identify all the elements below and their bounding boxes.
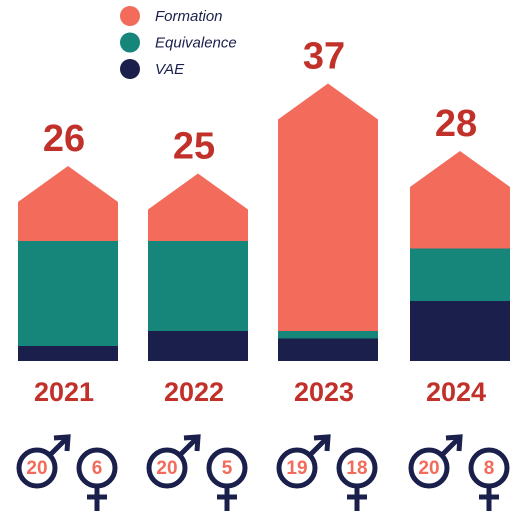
male-arrow-head	[313, 434, 331, 452]
male-circle	[146, 447, 188, 489]
bar-segment	[148, 331, 248, 361]
total-label: 37	[303, 36, 345, 78]
total-label: 26	[43, 118, 85, 160]
x-tick-label: 2021	[34, 377, 94, 407]
total-label: 25	[173, 126, 215, 168]
female-circle	[206, 447, 248, 489]
male-circle	[408, 447, 450, 489]
bar-segment	[410, 248, 510, 301]
women-count: 6	[92, 458, 103, 479]
legend-swatch	[120, 59, 140, 79]
men-count: 19	[286, 458, 307, 479]
bar-segment	[278, 338, 378, 361]
male-arrow	[439, 435, 462, 458]
legend-swatch	[120, 32, 140, 53]
x-tick-label: 2024	[426, 377, 486, 407]
legend-swatch	[120, 6, 140, 26]
total-label: 28	[435, 103, 477, 145]
male-arrow	[47, 435, 70, 458]
women-count: 8	[484, 458, 495, 479]
bar-segment	[278, 83, 378, 331]
female-circle	[76, 447, 118, 489]
bar-segment	[18, 346, 118, 361]
men-count: 20	[26, 458, 47, 479]
bar-segment	[410, 301, 510, 361]
female-circle	[468, 447, 510, 489]
x-tick-label: 2023	[294, 377, 354, 407]
legend-label: Formation	[155, 8, 223, 25]
bar-segment	[410, 151, 510, 249]
bar-segment	[148, 173, 248, 241]
male-arrow-head	[183, 434, 201, 452]
bar-segment	[18, 166, 118, 241]
women-count: 18	[346, 458, 367, 479]
bar-segment	[148, 241, 248, 331]
bar-segment	[278, 331, 378, 339]
male-arrow	[177, 435, 200, 458]
male-arrow	[307, 435, 330, 458]
legend-label: VAE	[155, 61, 185, 78]
male-circle	[16, 447, 58, 489]
male-arrow-head	[445, 434, 463, 452]
x-tick-label: 2022	[164, 377, 224, 407]
women-count: 5	[222, 458, 233, 479]
female-circle	[336, 447, 378, 489]
men-count: 20	[418, 458, 439, 479]
male-arrow-head	[53, 434, 71, 452]
male-circle	[276, 447, 318, 489]
bar-segment	[18, 241, 118, 346]
legend-label: Equivalence	[155, 34, 237, 51]
men-count: 20	[156, 458, 177, 479]
